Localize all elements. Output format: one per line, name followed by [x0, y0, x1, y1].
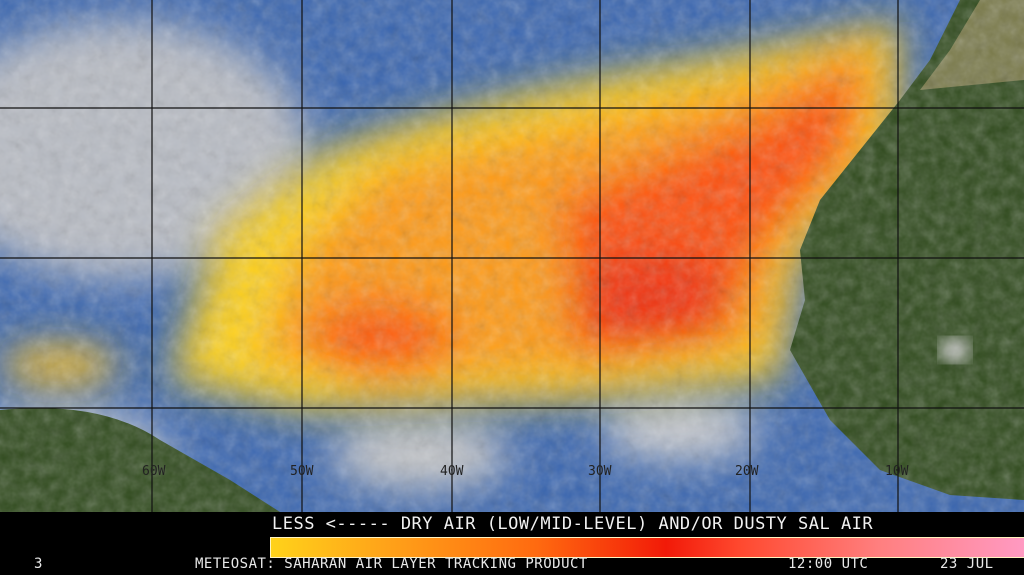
time-label: 12:00 UTC: [788, 556, 869, 572]
product-label: METEOSAT: SAHARAN AIR LAYER TRACKING PRO…: [195, 556, 588, 572]
texture: [0, 0, 1024, 512]
legend-title: LESS <----- DRY AIR (LOW/MID-LEVEL) AND/…: [272, 514, 874, 534]
satellite-map: 60W 50W 40W 30W 20W 10W: [0, 0, 1024, 512]
lon-label-50w: 50W: [290, 464, 314, 479]
color-scale-bar: [270, 537, 1024, 558]
lon-label-60w: 60W: [142, 464, 166, 479]
date-label: 23 JUL: [940, 556, 994, 572]
frame-number: 3: [34, 556, 43, 572]
lon-label-10w: 10W: [885, 464, 909, 479]
lon-label-20w: 20W: [735, 464, 759, 479]
lat-lon-grid: [0, 0, 1024, 512]
lon-label-40w: 40W: [440, 464, 464, 479]
lon-label-30w: 30W: [588, 464, 612, 479]
